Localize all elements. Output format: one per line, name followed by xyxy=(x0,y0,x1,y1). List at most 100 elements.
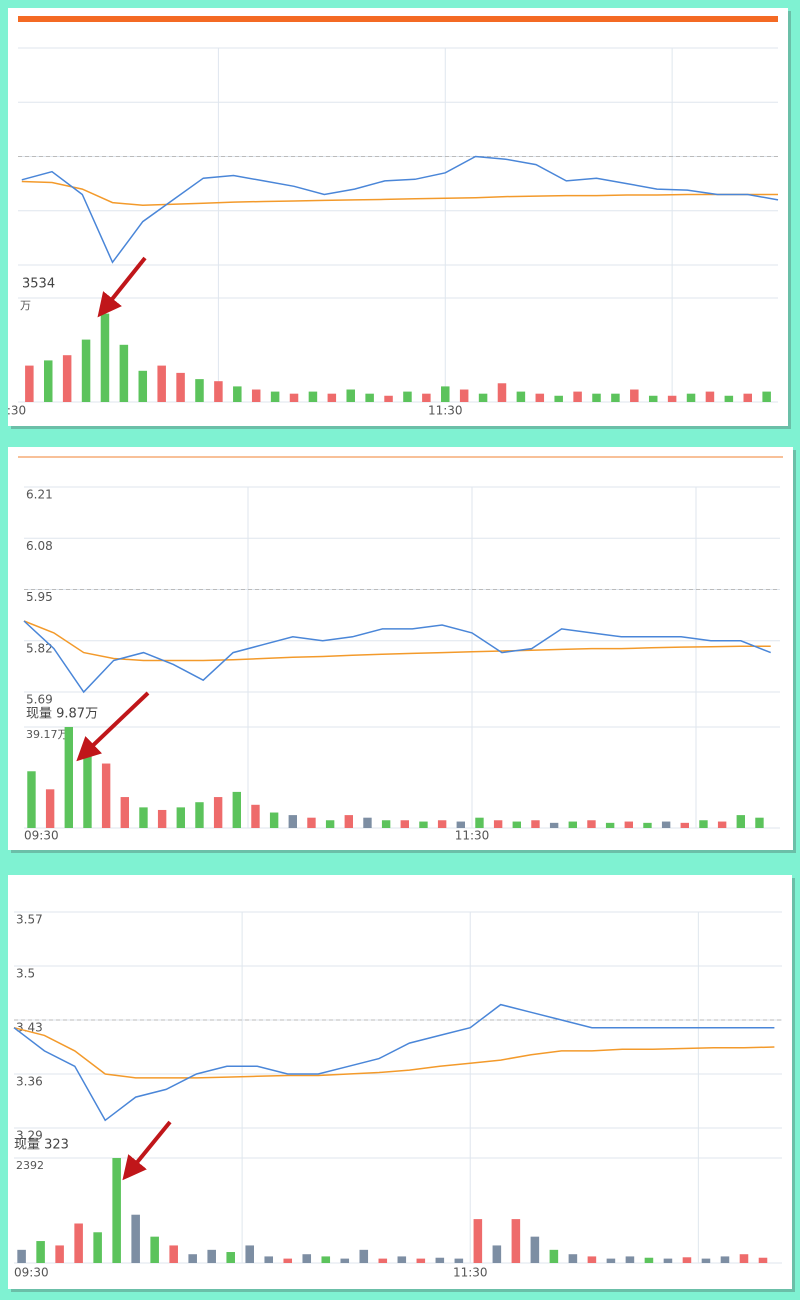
volume-bar xyxy=(686,393,696,402)
volume-bar xyxy=(459,389,469,402)
volume-bar xyxy=(270,391,280,402)
volume-bar xyxy=(549,1249,559,1263)
volume-bar xyxy=(150,1236,159,1263)
x-tick-label: 11:30 xyxy=(453,1266,488,1280)
volume-bar xyxy=(701,1258,711,1263)
volume-bar xyxy=(27,771,36,828)
y-tick-label: 3.29 xyxy=(16,1129,43,1143)
volume-bar xyxy=(419,821,428,828)
annotation-arrow xyxy=(97,256,147,318)
volume-bar xyxy=(643,822,652,828)
y-tick-label: 3.36 xyxy=(16,1075,43,1089)
volume-bar xyxy=(755,817,764,828)
x-tick-label: 11:30 xyxy=(455,829,490,843)
volume-bar xyxy=(359,1249,369,1263)
volume-bar xyxy=(74,1223,83,1263)
volume-bar xyxy=(112,1158,121,1263)
volume-bar xyxy=(630,389,639,402)
volume-bar xyxy=(680,822,689,828)
volume-bar xyxy=(269,812,279,828)
price-line xyxy=(21,155,779,264)
volume-bar xyxy=(758,1257,768,1263)
volume-bar xyxy=(283,1258,293,1263)
volume-bar xyxy=(62,355,72,402)
x-tick-label: 09:30 xyxy=(0,404,26,418)
volume-bar xyxy=(606,1258,616,1263)
volume-bar xyxy=(611,393,620,402)
volume-bar xyxy=(422,393,431,402)
volume-bar xyxy=(667,395,677,402)
price-line xyxy=(13,1026,775,1079)
volume-bar xyxy=(478,393,488,402)
volume-label: 现量 323 xyxy=(14,1138,69,1153)
volume-bar xyxy=(512,821,521,828)
volume-bar xyxy=(214,381,223,402)
volume-bar xyxy=(207,1249,216,1263)
volume-bar xyxy=(25,365,34,402)
volume-bar xyxy=(302,1254,312,1263)
volume-bar xyxy=(624,821,633,828)
panel-bg xyxy=(8,875,792,1289)
volume-bar xyxy=(55,1245,64,1263)
volume-bar xyxy=(45,789,55,828)
volume-bar xyxy=(592,393,601,402)
panel: 6.21 6.08 5.95 5.82 5.69 39.17万 现量 9.87万 09:30 1… xyxy=(8,447,793,850)
volume-bar xyxy=(587,1256,597,1263)
volume-bar xyxy=(325,820,335,828)
panel: 万 3534 09:30 11:30 xyxy=(0,8,788,426)
volume-bar xyxy=(437,820,447,828)
volume-bar xyxy=(705,391,715,402)
volume-bar xyxy=(573,391,582,402)
volume-bar xyxy=(492,1245,502,1263)
price-line xyxy=(21,180,778,207)
volume-bar xyxy=(169,1245,178,1263)
top-bar xyxy=(18,16,778,22)
volume-bar xyxy=(251,389,261,402)
volume-bar xyxy=(456,821,465,828)
volume-bar xyxy=(195,379,204,402)
volume-bar xyxy=(81,339,91,402)
volume-bar xyxy=(120,797,129,828)
volume-bar xyxy=(739,1254,749,1263)
volume-bar xyxy=(139,807,148,828)
volume-bar xyxy=(340,1258,350,1263)
volume-bar xyxy=(308,391,318,402)
volume-bar xyxy=(720,1256,730,1263)
volume-label: 现量 9.87万 xyxy=(26,707,98,722)
volume-bar xyxy=(157,365,166,402)
volume-bar xyxy=(475,817,484,828)
volume-bar xyxy=(213,797,223,828)
volume-bar xyxy=(511,1219,521,1263)
volume-tick-label: 2392 xyxy=(16,1159,44,1172)
volume-bar xyxy=(289,393,299,402)
volume-bar xyxy=(17,1249,26,1263)
volume-bar xyxy=(568,821,577,828)
y-tick-label: 5.95 xyxy=(26,590,53,604)
volume-bar xyxy=(454,1258,464,1263)
volume-bar xyxy=(101,763,111,828)
volume-bar xyxy=(365,393,374,402)
volume-bar xyxy=(644,1257,654,1263)
volume-bar xyxy=(416,1258,426,1263)
x-tick-label: 11:30 xyxy=(428,404,463,418)
volume-bar xyxy=(64,727,73,828)
volume-bar xyxy=(473,1219,483,1263)
volume-bar xyxy=(378,1258,388,1263)
volume-bar xyxy=(100,313,110,402)
volume-bar xyxy=(648,395,658,402)
volume-bar xyxy=(699,820,708,828)
y-tick-label: 5.82 xyxy=(26,641,53,655)
panel: 3.57 3.5 3.43 3.36 3.29 2392 现量 323 09:30 11:30 xyxy=(8,875,792,1289)
y-tick-label: 6.08 xyxy=(26,539,53,553)
annotation-arrow xyxy=(122,1120,172,1181)
volume-bar xyxy=(554,395,563,402)
volume-bar xyxy=(568,1254,578,1263)
volume-bar xyxy=(516,391,526,402)
volume-bar xyxy=(307,817,316,828)
volume-bar xyxy=(346,389,355,402)
volume-bar xyxy=(531,820,540,828)
volume-bar xyxy=(384,395,393,402)
volume-bar xyxy=(605,822,615,828)
volume-bar xyxy=(157,809,167,828)
